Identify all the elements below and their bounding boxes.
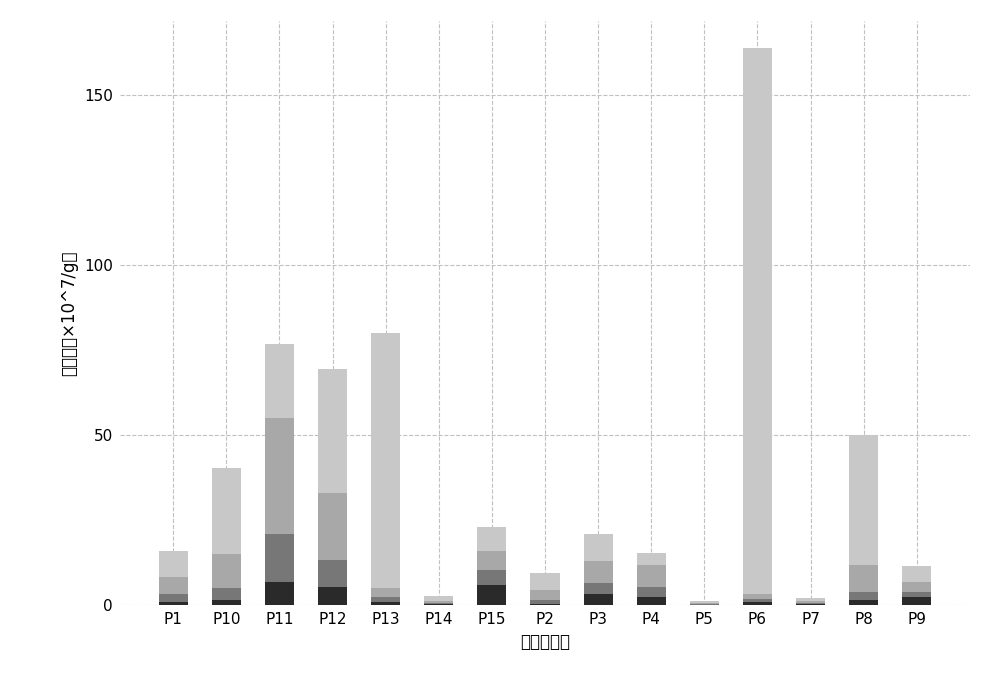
Bar bbox=[318, 587, 347, 605]
Bar bbox=[318, 559, 347, 587]
Bar bbox=[318, 493, 347, 559]
Bar bbox=[318, 369, 347, 493]
Bar bbox=[265, 534, 294, 581]
Bar bbox=[477, 585, 506, 605]
Bar bbox=[637, 597, 666, 605]
Bar bbox=[477, 551, 506, 570]
Bar bbox=[265, 581, 294, 605]
Bar bbox=[530, 601, 560, 604]
Bar bbox=[530, 604, 560, 605]
Bar bbox=[743, 602, 772, 605]
Bar bbox=[371, 334, 400, 588]
Bar bbox=[849, 436, 878, 565]
Bar bbox=[902, 581, 931, 592]
Bar bbox=[637, 552, 666, 565]
Bar bbox=[637, 565, 666, 587]
Bar bbox=[212, 555, 241, 588]
Bar bbox=[159, 602, 188, 605]
Bar bbox=[796, 603, 825, 605]
Bar bbox=[796, 598, 825, 601]
Bar bbox=[743, 594, 772, 599]
Bar bbox=[743, 599, 772, 602]
Bar bbox=[159, 577, 188, 594]
Bar bbox=[902, 592, 931, 597]
X-axis label: 志愿者编号: 志愿者编号 bbox=[520, 633, 570, 651]
Bar bbox=[159, 551, 188, 577]
Bar bbox=[371, 597, 400, 602]
Bar bbox=[159, 594, 188, 602]
Bar bbox=[637, 587, 666, 597]
Bar bbox=[584, 583, 613, 594]
Bar bbox=[530, 590, 560, 601]
Bar bbox=[212, 601, 241, 605]
Bar bbox=[265, 343, 294, 418]
Bar bbox=[530, 573, 560, 590]
Bar bbox=[212, 588, 241, 601]
Bar bbox=[212, 468, 241, 555]
Bar bbox=[902, 597, 931, 605]
Bar bbox=[424, 603, 453, 605]
Bar bbox=[690, 603, 719, 604]
Bar bbox=[371, 602, 400, 605]
Bar bbox=[584, 534, 613, 561]
Bar bbox=[371, 588, 400, 597]
Bar bbox=[477, 570, 506, 585]
Bar bbox=[584, 561, 613, 583]
Bar bbox=[849, 565, 878, 592]
Bar bbox=[477, 527, 506, 551]
Bar bbox=[584, 594, 613, 605]
Bar bbox=[265, 418, 294, 534]
Bar bbox=[743, 48, 772, 594]
Bar bbox=[690, 601, 719, 603]
Bar bbox=[849, 592, 878, 601]
Bar bbox=[424, 601, 453, 603]
Bar bbox=[849, 601, 878, 605]
Y-axis label: 拷贝数（×10^7/g）: 拷贝数（×10^7/g） bbox=[61, 250, 79, 376]
Bar bbox=[902, 566, 931, 581]
Bar bbox=[796, 601, 825, 603]
Bar bbox=[424, 596, 453, 601]
